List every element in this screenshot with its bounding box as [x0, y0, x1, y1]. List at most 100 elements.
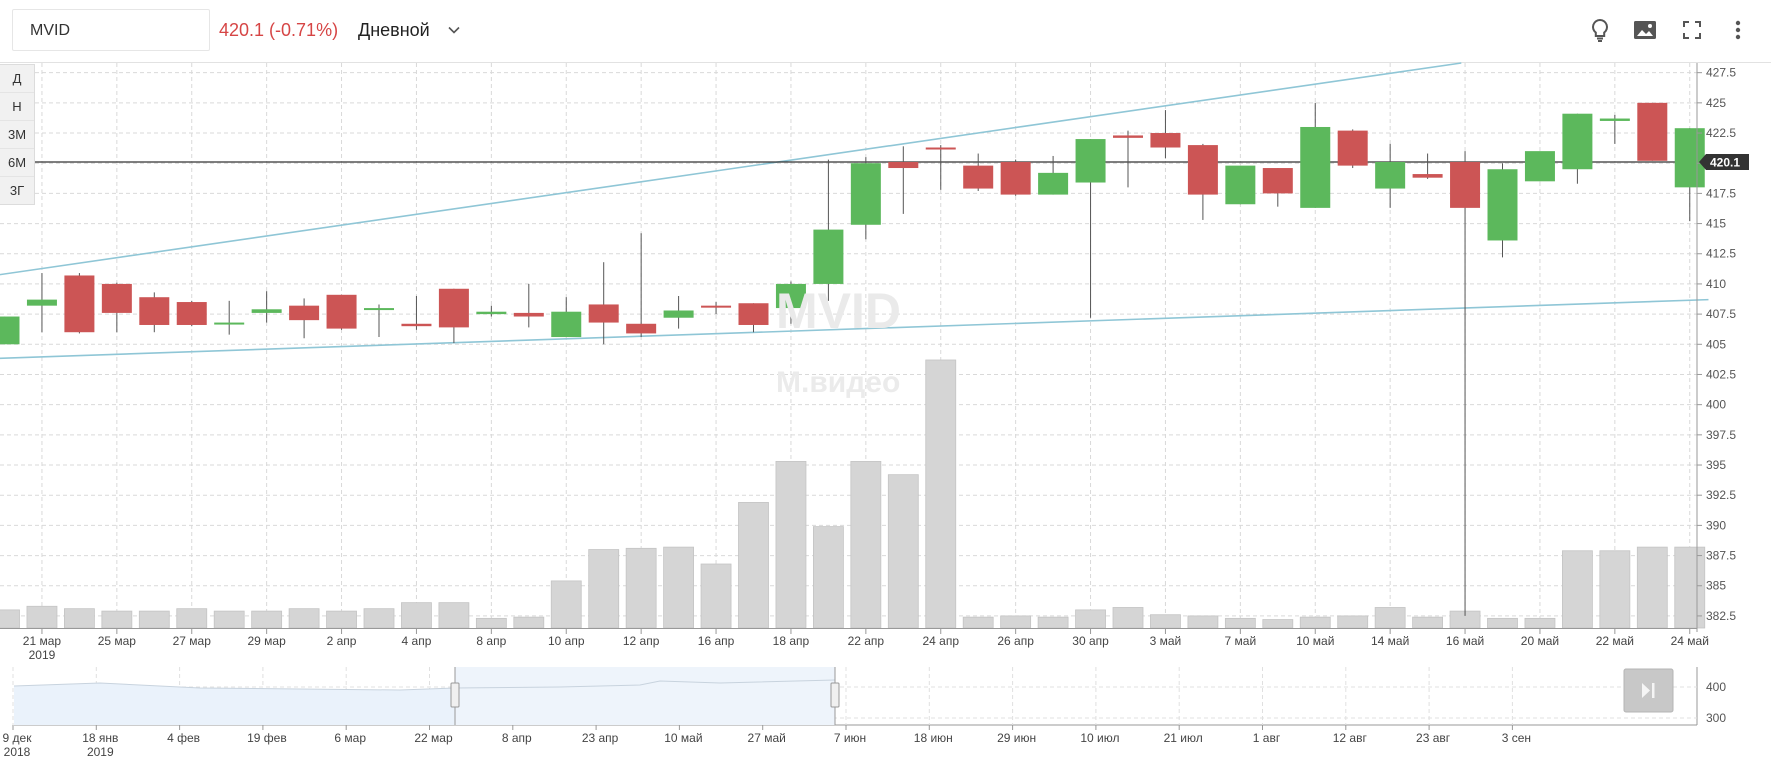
period-week-button[interactable]: Н — [0, 93, 34, 121]
navigator-y-label: 300 — [1706, 711, 1726, 725]
y-tick-label: 390 — [1706, 518, 1726, 532]
navigator-x-label: 1 авг — [1253, 731, 1281, 745]
candle-down — [1000, 161, 1031, 195]
navigator-x-label: 23 авг — [1416, 731, 1451, 745]
x-tick-label: 24 апр — [922, 634, 959, 648]
volume-bar — [1112, 607, 1144, 629]
candle-up — [251, 309, 282, 313]
navigator-x-label: 23 апр — [582, 731, 619, 745]
candle-up — [850, 163, 881, 225]
more-vertical-icon[interactable] — [1724, 16, 1752, 44]
navigator-y-label: 400 — [1706, 680, 1726, 694]
y-tick-label: 407.5 — [1706, 307, 1736, 321]
x-tick-label: 16 апр — [698, 634, 735, 648]
candle-up — [1375, 161, 1406, 189]
volume-bar — [813, 526, 844, 629]
period-day-button[interactable]: Д — [0, 65, 34, 93]
y-tick-label: 397.5 — [1706, 428, 1736, 442]
navigator-x-label: 10 май — [664, 731, 702, 745]
candle-up — [476, 311, 507, 315]
volume-bar — [1037, 616, 1069, 629]
volume-bar — [401, 602, 432, 629]
candle-down — [1450, 161, 1481, 208]
watermark-ticker: MVID — [776, 283, 901, 339]
period-3y-button[interactable]: 3Г — [9, 183, 25, 198]
x-tick-label: 3 май — [1150, 634, 1182, 648]
volume-bar — [1075, 609, 1106, 629]
x-tick-label: 7 май — [1225, 634, 1257, 648]
candle-down — [101, 283, 132, 313]
navigator-x-label: 18 янв — [82, 731, 118, 745]
y-tick-label: 415 — [1706, 217, 1726, 231]
volume-bar — [438, 602, 470, 629]
volume-bar — [925, 359, 957, 629]
current-price-tag — [1699, 153, 1749, 170]
navigator-x-label: 29 июн — [997, 731, 1036, 745]
y-tick-label: 400 — [1706, 398, 1726, 412]
navigator-x-sublabel: 2019 — [87, 745, 114, 759]
period-6m-button[interactable]: 6М — [0, 149, 34, 177]
x-tick-label: 10 апр — [548, 634, 585, 648]
y-tick-label: 402.5 — [1706, 367, 1736, 381]
volume-bar — [1524, 617, 1556, 629]
navigator-x-label: 18 июн — [914, 731, 953, 745]
x-tick-label: 14 май — [1371, 634, 1409, 648]
watermark-name: М.видео — [776, 366, 901, 399]
volume-bar — [700, 563, 732, 629]
candle-up — [1038, 172, 1069, 195]
candle-down — [738, 303, 769, 325]
volume-bar — [850, 460, 882, 629]
current-price-label: 420.1 — [1710, 155, 1740, 169]
x-tick-label: 27 мар — [173, 634, 212, 648]
volume-bar — [1374, 607, 1406, 629]
volume-bar — [1000, 615, 1032, 629]
volume-bar — [1337, 615, 1369, 629]
volume-bar — [1412, 616, 1443, 629]
y-tick-label: 427.5 — [1706, 66, 1736, 80]
navigator-x-label: 21 июл — [1164, 731, 1203, 745]
y-tick-label: 392.5 — [1706, 488, 1736, 502]
volume-bar — [1262, 619, 1294, 629]
volume-bar — [475, 617, 507, 629]
navigator-area-left — [14, 683, 455, 725]
period-3m-button[interactable]: 3М — [0, 121, 34, 149]
navigator-handle[interactable] — [450, 682, 460, 708]
candle-up — [1075, 139, 1106, 183]
x-tick-label: 26 апр — [997, 634, 1034, 648]
volume-bar — [213, 610, 245, 629]
volume-bar — [1636, 546, 1668, 629]
ticker-input[interactable]: MVID — [12, 9, 210, 51]
trendline — [0, 298, 1709, 360]
play-end-icon — [1642, 683, 1650, 698]
lightbulb-icon[interactable] — [1586, 16, 1614, 44]
navigator-selection — [455, 667, 835, 725]
candle-down — [176, 302, 207, 325]
y-tick-label: 405 — [1706, 337, 1726, 351]
volume-bar — [738, 502, 769, 629]
x-tick-label: 8 апр — [476, 634, 506, 648]
x-tick-label: 18 апр — [773, 634, 810, 648]
candle-down — [513, 312, 544, 317]
candle-down — [64, 275, 95, 333]
candle-up — [364, 308, 394, 311]
candle-down — [963, 165, 994, 189]
x-tick-label: 22 май — [1596, 634, 1634, 648]
navigator-x-sublabel: 2018 — [4, 745, 31, 759]
x-tick-label: 2 апр — [327, 634, 357, 648]
interval-selector[interactable]: Дневной — [358, 20, 430, 40]
candle-up — [0, 316, 20, 345]
price-change: 420.1 (-0.71%) — [219, 20, 339, 40]
navigator-x-label: 27 май — [748, 731, 786, 745]
navigator-handle[interactable] — [830, 682, 840, 708]
fullscreen-icon[interactable] — [1678, 16, 1706, 44]
candle-down — [1337, 130, 1368, 166]
candle-down — [139, 297, 170, 325]
y-axis: 427.5 425 422.5 417.5 415 412.5 410 407.5 405 402… — [1696, 63, 1749, 632]
volume-bar — [1599, 550, 1631, 629]
navigator-x-label: 12 авг — [1333, 731, 1368, 745]
y-tick-label: 422.5 — [1706, 126, 1736, 140]
image-icon[interactable] — [1631, 16, 1659, 44]
chevron-down-icon[interactable] — [446, 22, 462, 38]
